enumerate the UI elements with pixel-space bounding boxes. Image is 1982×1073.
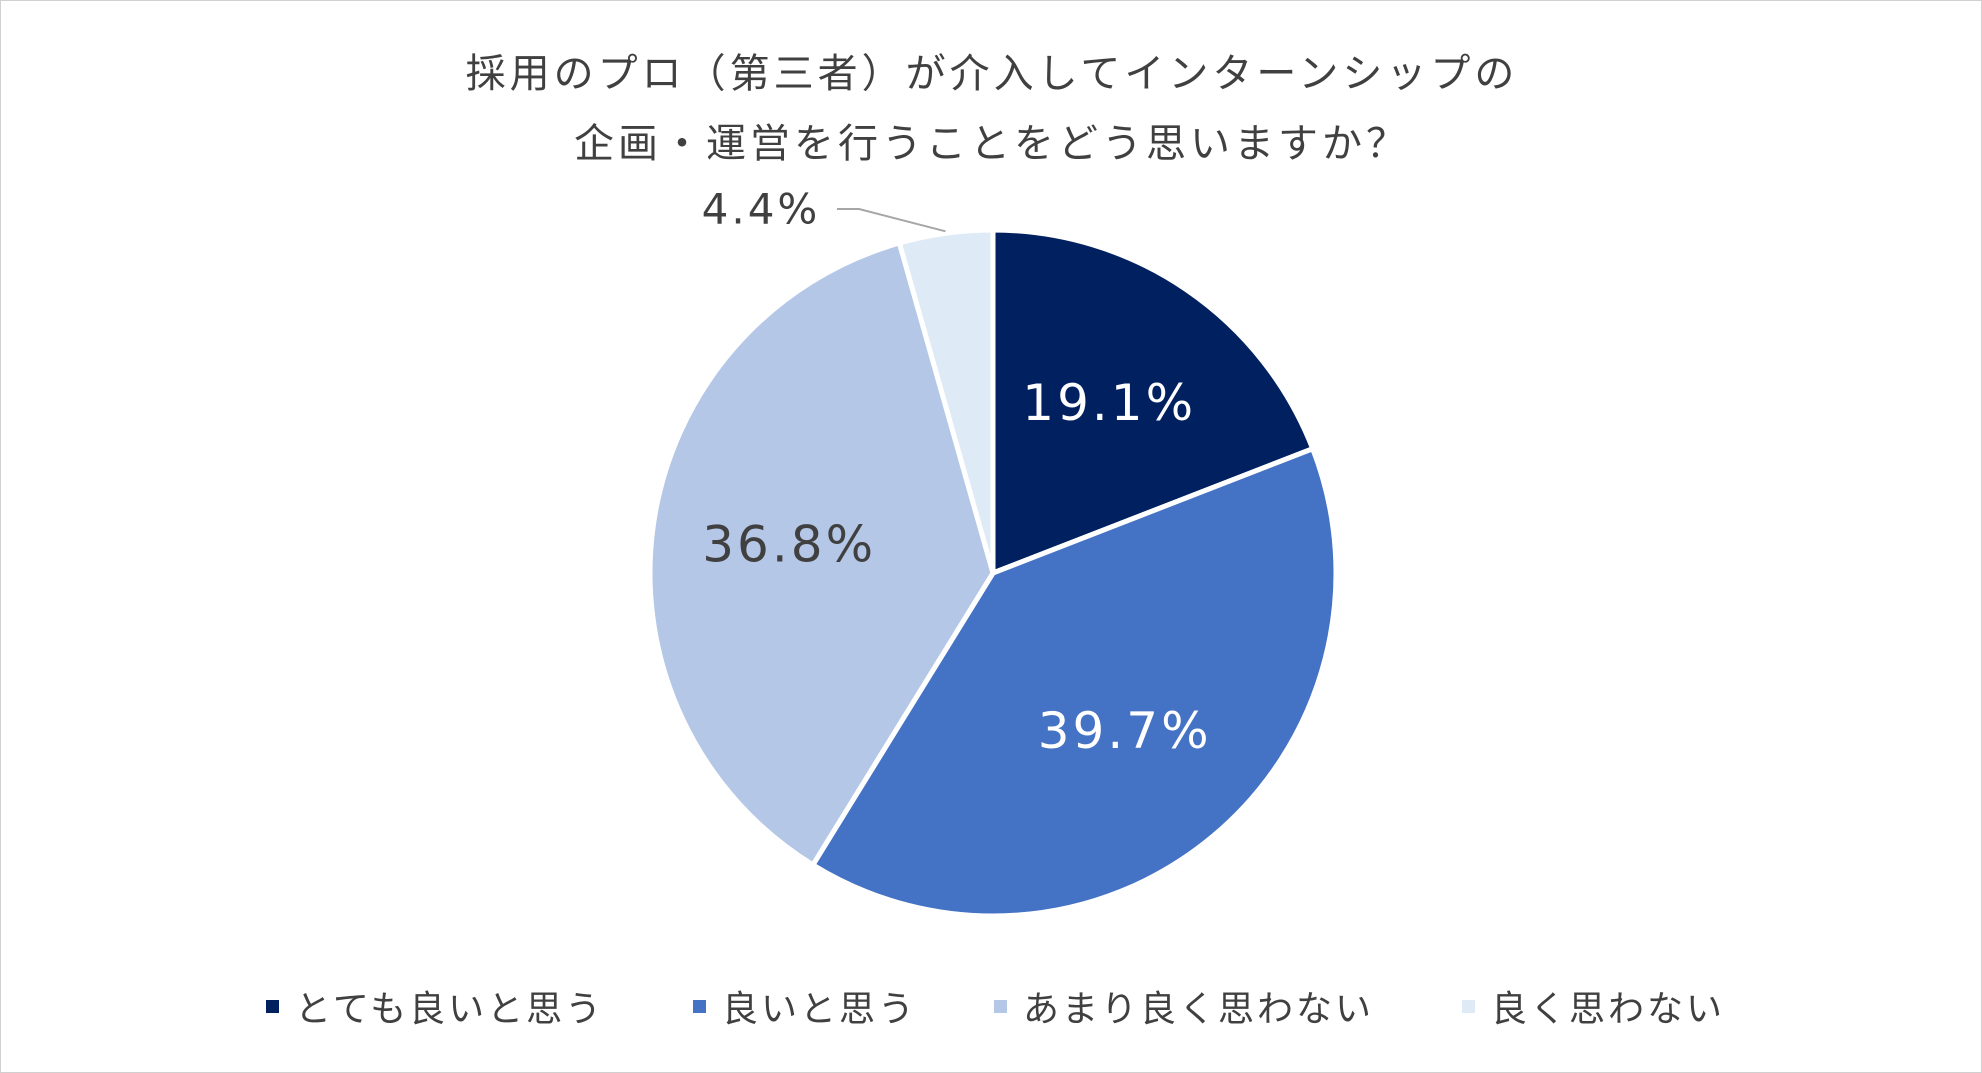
leader-line-not-good	[837, 208, 946, 233]
chart-title-line-1: 採用のプロ（第三者）が介入してインターンシップの	[465, 51, 1519, 97]
chart-legend: とても良いと思う 良いと思う あまり良く思わない 良く思わない	[1, 976, 1982, 1036]
legend-item-very-good: とても良いと思う	[266, 976, 604, 1036]
legend-label-good: 良いと思う	[722, 989, 918, 1030]
data-label-very-good: 19.1%	[1022, 374, 1196, 432]
chart-title-line-2: 企画・運営を行うことをどう思いますか？	[574, 121, 1410, 167]
legend-item-not-very-good: あまり良く思わない	[994, 976, 1374, 1036]
legend-swatch-not-very-good	[994, 999, 1007, 1013]
data-label-not-good: 4.4%	[702, 185, 821, 234]
legend-swatch-very-good	[266, 999, 279, 1013]
legend-label-not-very-good: あまり良く思わない	[1023, 989, 1375, 1030]
legend-item-not-good: 良く思わない	[1462, 976, 1725, 1036]
pie-slice-not-very-good	[647, 240, 996, 868]
legend-item-good: 良いと思う	[693, 976, 917, 1036]
legend-swatch-not-good	[1462, 999, 1475, 1013]
data-label-good: 39.7%	[1038, 702, 1212, 760]
legend-label-not-good: 良く思わない	[1491, 989, 1726, 1030]
pie-slice-good	[810, 446, 1339, 919]
pie-slice-very-good	[990, 227, 1316, 576]
pie-slice-not-good	[896, 227, 996, 576]
legend-label-very-good: とても良いと思う	[295, 989, 605, 1030]
data-label-not-very-good: 36.8%	[702, 516, 876, 574]
legend-swatch-good	[693, 999, 706, 1013]
